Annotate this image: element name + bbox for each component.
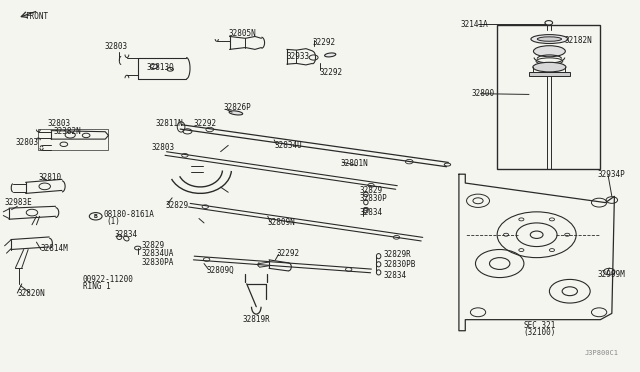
Text: 32292: 32292	[312, 38, 335, 47]
Ellipse shape	[531, 35, 568, 44]
Text: 32801N: 32801N	[340, 158, 368, 168]
Text: (1): (1)	[106, 217, 120, 226]
Text: RING 1: RING 1	[83, 282, 111, 291]
Text: 32829: 32829	[141, 241, 164, 250]
Text: 00922-11200: 00922-11200	[83, 275, 134, 284]
Text: 32983E: 32983E	[4, 198, 33, 207]
Text: 32811N: 32811N	[156, 119, 183, 128]
Text: 32803: 32803	[15, 138, 38, 147]
Text: FRONT: FRONT	[26, 12, 49, 22]
Text: 32803: 32803	[47, 119, 70, 128]
Text: 32830PB: 32830PB	[384, 260, 416, 269]
Text: 32814M: 32814M	[41, 244, 68, 253]
Text: 32933: 32933	[287, 52, 310, 61]
Text: 32834U: 32834U	[274, 141, 302, 150]
Text: 08180-8161A: 08180-8161A	[103, 209, 154, 219]
Ellipse shape	[229, 111, 243, 115]
Text: 32829: 32829	[360, 186, 383, 195]
Ellipse shape	[533, 62, 566, 72]
Bar	[38, 129, 108, 150]
Text: 32834: 32834	[384, 271, 407, 280]
Text: 32834: 32834	[115, 230, 138, 239]
Text: 32292: 32292	[194, 119, 217, 128]
Text: 32803: 32803	[151, 143, 174, 152]
Text: 32829R: 32829R	[384, 250, 412, 259]
Text: J3P800C1: J3P800C1	[584, 350, 618, 356]
Text: 32292: 32292	[276, 250, 300, 259]
Text: 32826P: 32826P	[223, 103, 251, 112]
Text: 32141A: 32141A	[460, 20, 488, 29]
Text: 32999M: 32999M	[597, 270, 625, 279]
Text: 32809N: 32809N	[268, 218, 296, 227]
Text: 32800: 32800	[472, 89, 495, 98]
Ellipse shape	[538, 37, 561, 41]
Text: 32803: 32803	[104, 42, 128, 51]
Text: 32820N: 32820N	[17, 289, 45, 298]
Bar	[529, 72, 570, 76]
Text: 32834UA: 32834UA	[141, 249, 174, 258]
Text: 32813Q: 32813Q	[147, 63, 175, 72]
Text: 32810: 32810	[38, 173, 61, 182]
Bar	[497, 25, 600, 169]
Text: 32834: 32834	[360, 208, 383, 217]
Ellipse shape	[534, 46, 565, 57]
Text: B: B	[94, 214, 97, 219]
Text: 32830P: 32830P	[360, 195, 387, 203]
Text: 32182N: 32182N	[564, 36, 592, 45]
Text: (32100): (32100)	[523, 328, 556, 337]
Text: 32805N: 32805N	[228, 29, 256, 38]
Text: 32829: 32829	[166, 201, 189, 210]
Text: 32830PA: 32830PA	[141, 258, 174, 267]
Text: 32382N: 32382N	[54, 127, 81, 136]
Text: 32292: 32292	[320, 68, 343, 77]
Text: 32819R: 32819R	[243, 315, 270, 324]
Text: 32809Q: 32809Q	[207, 266, 234, 275]
Text: 32934P: 32934P	[597, 170, 625, 179]
Text: SEC.321: SEC.321	[523, 321, 556, 330]
Ellipse shape	[324, 53, 336, 57]
